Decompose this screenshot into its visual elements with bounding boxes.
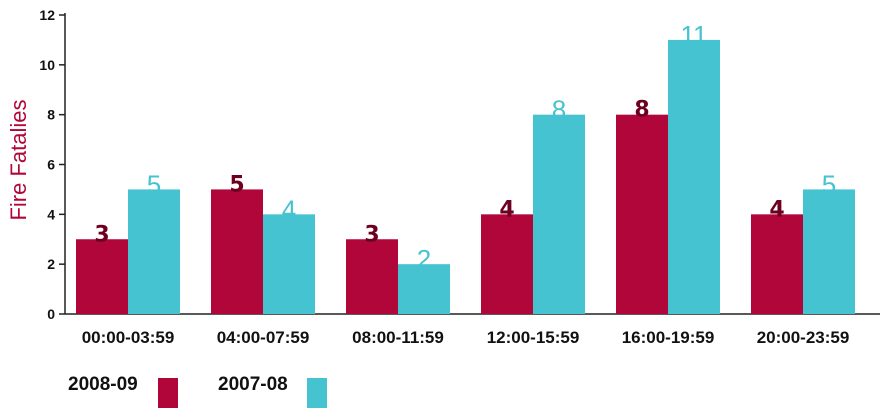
- y-tick-label: 6: [47, 157, 55, 173]
- y-tick-label: 12: [39, 7, 55, 23]
- x-tick-label: 08:00-11:59: [352, 328, 444, 347]
- data-label: 5: [229, 172, 244, 197]
- x-tick-label: 00:00-03:59: [82, 328, 175, 347]
- data-label: 4: [499, 197, 514, 222]
- y-tick-label: 0: [47, 306, 55, 322]
- bars: [76, 39, 855, 315]
- x-tick-label: 20:00-23:59: [757, 328, 850, 347]
- bar-2008-09-12:00-15:59: [481, 214, 533, 314]
- y-axis-label: Fire Fatalies: [6, 99, 31, 220]
- data-label: 3: [364, 222, 379, 247]
- data-label: 3: [94, 222, 109, 247]
- data-label: 8: [552, 95, 566, 125]
- data-label: 5: [822, 169, 836, 199]
- data-label: 8: [634, 98, 649, 123]
- y-tick-label: 4: [47, 206, 55, 222]
- bar-2007-08-00:00-03:59: [128, 189, 180, 314]
- axes: 0 2 4 6 8 10 12 00:00-03:59 04:00-07:59 08:00-11:…: [39, 7, 880, 347]
- y-tick-label: 8: [47, 107, 55, 123]
- data-label: 11: [681, 20, 708, 50]
- bar-2007-08-04:00-07:59: [263, 214, 315, 314]
- legend-label: 2007-08: [218, 374, 288, 395]
- data-label: 5: [147, 169, 161, 199]
- bar-2007-08-08:00-11:59: [398, 264, 450, 314]
- legend: 2008-09 2007-08: [68, 374, 327, 408]
- data-label: 4: [282, 194, 296, 224]
- bar-2008-09-08:00-11:59: [346, 239, 398, 314]
- x-tick-label: 04:00-07:59: [217, 328, 310, 347]
- y-tick-label: 10: [39, 57, 55, 73]
- x-tick-label: 12:00-15:59: [487, 328, 580, 347]
- legend-swatch: [307, 378, 327, 408]
- bar-2008-09-00:00-03:59: [76, 239, 128, 314]
- legend-swatch: [158, 378, 178, 408]
- bar-2008-09-04:00-07:59: [211, 189, 263, 314]
- data-label: 2: [417, 244, 431, 274]
- legend-label: 2008-09: [68, 374, 138, 395]
- bar-2007-08-12:00-15:59: [533, 114, 585, 315]
- y-tick-label: 2: [47, 256, 55, 272]
- bar-2008-09-16:00-19:59: [616, 114, 668, 315]
- bar-2008-09-20:00-23:59: [751, 214, 803, 314]
- x-tick-label: 16:00-19:59: [622, 328, 715, 347]
- data-labels: 3 5 5 4 3 2 4 8 8 11 4 5: [94, 20, 836, 274]
- bar-2007-08-20:00-23:59: [803, 189, 855, 314]
- data-label: 4: [769, 197, 784, 222]
- bar-2007-08-16:00-19:59: [668, 39, 720, 315]
